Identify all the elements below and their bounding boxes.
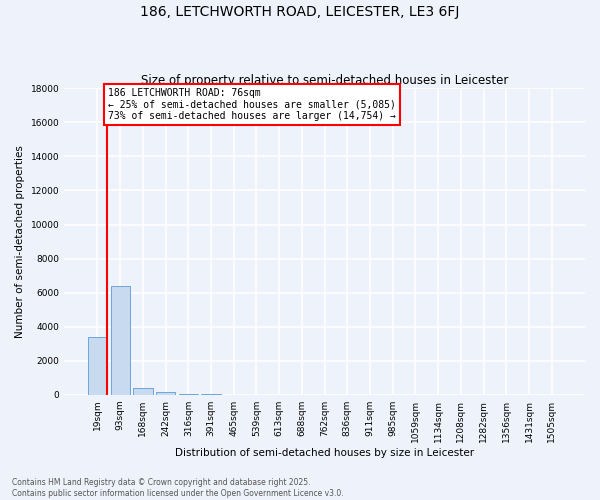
Text: 186 LETCHWORTH ROAD: 76sqm
← 25% of semi-detached houses are smaller (5,085)
73%: 186 LETCHWORTH ROAD: 76sqm ← 25% of semi… (108, 88, 396, 122)
Bar (133, 388, 152, 395)
X-axis label: Distribution of semi-detached houses by size in Leicester: Distribution of semi-detached houses by … (175, 448, 474, 458)
Bar (179, 394, 198, 395)
Bar (88, 337, 107, 395)
Y-axis label: Number of semi-detached properties: Number of semi-detached properties (15, 145, 25, 338)
Text: Contains HM Land Registry data © Crown copyright and database right 2025.
Contai: Contains HM Land Registry data © Crown c… (12, 478, 344, 498)
Text: 186, LETCHWORTH ROAD, LEICESTER, LE3 6FJ: 186, LETCHWORTH ROAD, LEICESTER, LE3 6FJ (140, 5, 460, 19)
Bar (156, 392, 175, 395)
Bar (202, 394, 221, 395)
Title: Size of property relative to semi-detached houses in Leicester: Size of property relative to semi-detach… (141, 74, 508, 87)
Bar (110, 286, 130, 395)
